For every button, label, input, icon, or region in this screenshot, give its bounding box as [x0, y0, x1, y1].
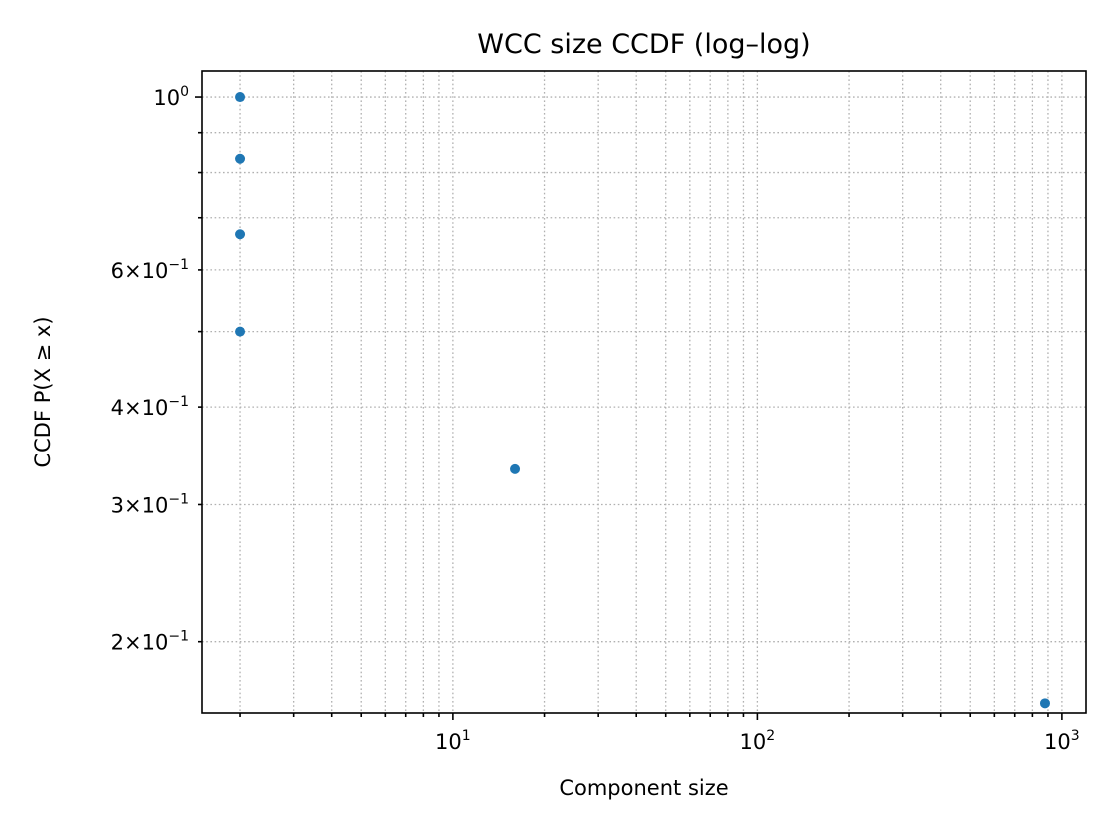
y-tick-times: ×	[124, 259, 142, 283]
y-tick-exponent: −1	[168, 491, 189, 507]
y-tick-exponent: 0	[180, 84, 189, 100]
plot-frame	[201, 70, 1087, 714]
x-tick-base: 10	[740, 730, 767, 754]
x-tick-exponent: 1	[462, 728, 471, 744]
y-tick-label: 100	[153, 84, 189, 110]
y-tick-base: 10	[142, 396, 169, 420]
x-tick-base: 10	[435, 730, 462, 754]
data-point	[235, 229, 246, 240]
y-tick-label: 2×10−1	[111, 629, 189, 655]
y-tick-mantissa: 2	[111, 631, 124, 655]
data-point	[1039, 698, 1050, 709]
data-point	[235, 326, 246, 337]
y-tick-exponent: −1	[168, 629, 189, 645]
x-tick-label: 103	[1044, 728, 1080, 754]
data-point	[235, 92, 246, 103]
y-tick-mantissa: 6	[111, 259, 124, 283]
y-tick-times: ×	[124, 396, 142, 420]
y-tick-mantissa: 4	[111, 396, 124, 420]
x-tick-exponent: 2	[766, 728, 775, 744]
y-tick-times: ×	[124, 493, 142, 517]
x-tick-base: 10	[1044, 730, 1071, 754]
x-tick-label: 102	[740, 728, 776, 754]
y-tick-label: 4×10−1	[111, 394, 189, 420]
y-tick-base: 10	[153, 86, 180, 110]
grid	[202, 71, 1086, 713]
x-tick-label: 101	[435, 728, 471, 754]
data-points	[235, 92, 1050, 709]
y-tick-label: 3×10−1	[111, 491, 189, 517]
x-axis-label: Component size	[559, 776, 728, 800]
data-point	[510, 463, 521, 474]
y-tick-base: 10	[142, 631, 169, 655]
y-tick-times: ×	[124, 631, 142, 655]
y-tick-label: 6×10−1	[111, 257, 189, 283]
y-tick-base: 10	[142, 259, 169, 283]
y-tick-base: 10	[142, 493, 169, 517]
x-tick-exponent: 3	[1071, 728, 1080, 744]
y-axis-label: CCDF P(X ≥ x)	[31, 316, 55, 467]
y-tick-exponent: −1	[168, 394, 189, 410]
chart-title: WCC size CCDF (log–log)	[477, 29, 810, 60]
axis-ticks	[195, 96, 1063, 720]
y-tick-exponent: −1	[168, 257, 189, 273]
data-point	[235, 153, 246, 164]
y-tick-mantissa: 3	[111, 493, 124, 517]
